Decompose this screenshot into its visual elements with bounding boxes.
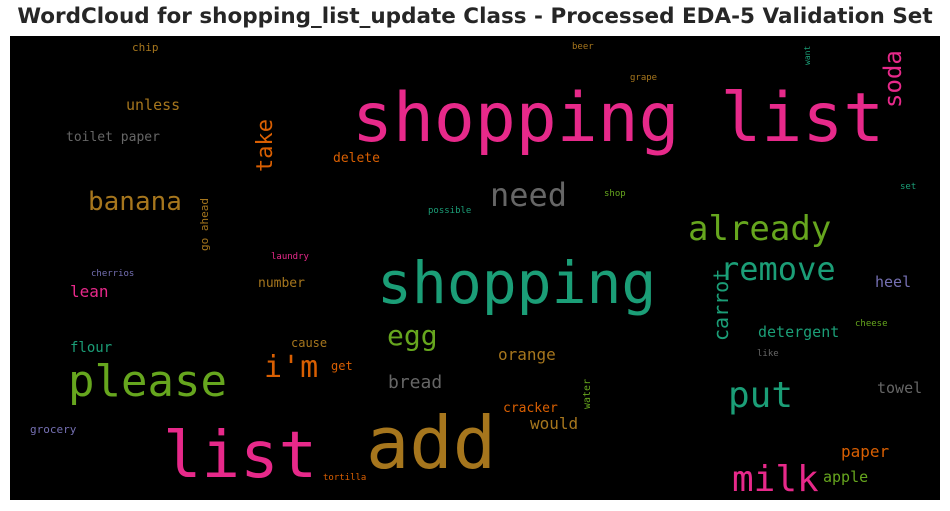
word-set: set — [900, 182, 916, 192]
word-carrot: carrot — [709, 269, 733, 341]
word-paper: paper — [841, 442, 890, 461]
word-apple: apple — [823, 468, 868, 486]
word-possible: possible — [428, 206, 471, 216]
word-take: take — [253, 119, 278, 172]
word-would: would — [530, 414, 578, 433]
word-need: need — [490, 176, 567, 214]
word-beer: beer — [572, 42, 594, 52]
word-already: already — [688, 209, 831, 249]
word-shopping-list: shopping list — [352, 79, 884, 158]
word-cheese: cheese — [855, 319, 888, 329]
chart-title: WordCloud for shopping_list_update Class… — [17, 4, 933, 29]
word-orange: orange — [498, 345, 556, 364]
word-cracker: cracker — [503, 401, 558, 416]
word-shop: shop — [604, 189, 626, 199]
word-lean: lean — [70, 282, 109, 301]
word-heel: heel — [875, 273, 911, 291]
word-want: want — [803, 46, 812, 65]
word-egg: egg — [387, 319, 438, 352]
word-banana: banana — [88, 187, 182, 217]
word-bread: bread — [388, 372, 442, 393]
word-add: add — [366, 401, 496, 485]
word-get: get — [331, 359, 353, 373]
word-put: put — [728, 375, 793, 416]
word-go-ahead: go ahead — [198, 198, 211, 251]
word-delete: delete — [333, 151, 380, 166]
word-unless: unless — [126, 96, 180, 114]
word-laundry: laundry — [271, 252, 310, 262]
word-flour: flour — [70, 340, 112, 356]
word-list: list — [163, 419, 317, 493]
word-grocery: grocery — [30, 423, 77, 436]
word-like: like — [757, 349, 779, 359]
word-towel: towel — [877, 379, 922, 397]
word-remove: remove — [720, 250, 836, 288]
word-water: water — [582, 379, 593, 409]
word-detergent: detergent — [758, 323, 839, 341]
word-toilet-paper: toilet paper — [66, 130, 160, 145]
word-tortilla: tortilla — [323, 473, 366, 483]
word-cherrios: cherrios — [91, 269, 134, 279]
word-i-m: i'm — [264, 350, 318, 385]
word-number: number — [258, 276, 305, 291]
word-please: please — [68, 356, 227, 407]
word-soda: soda — [879, 50, 907, 108]
word-milk: milk — [732, 459, 819, 500]
word-shopping: shopping — [377, 249, 656, 317]
cloud-background — [10, 36, 940, 500]
word-cause: cause — [291, 336, 327, 350]
word-grape: grape — [630, 73, 657, 83]
word-chip: chip — [132, 41, 159, 54]
